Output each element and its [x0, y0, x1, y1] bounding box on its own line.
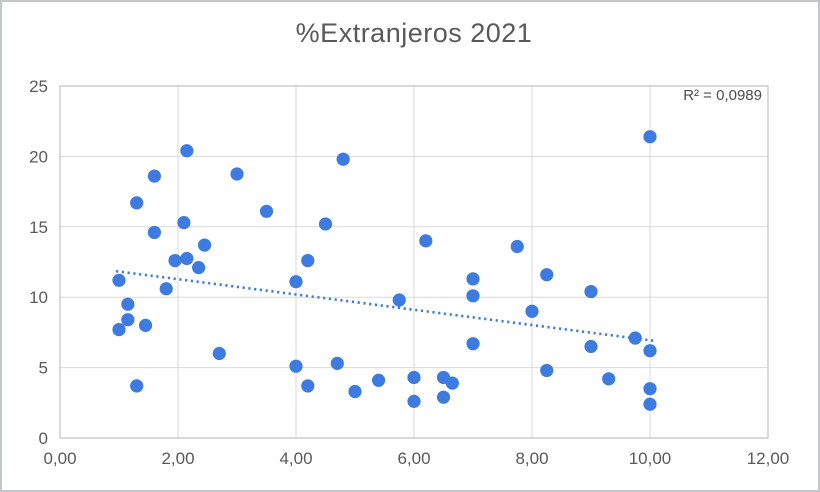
data-point: [212, 346, 226, 361]
y-axis-tick-label: 0: [39, 429, 48, 448]
data-point: [197, 238, 212, 252]
data-point: [407, 370, 421, 385]
data-point: [466, 272, 480, 286]
data-point: [466, 289, 480, 303]
data-point: [348, 384, 362, 399]
x-axis-tick-label: 4,00: [279, 449, 312, 468]
data-point: [147, 225, 161, 240]
data-point: [525, 304, 539, 318]
data-point: [466, 337, 480, 351]
data-point: [602, 372, 616, 386]
data-point: [230, 167, 244, 181]
data-point: [301, 253, 315, 268]
data-point: [121, 297, 135, 311]
data-point: [301, 379, 315, 393]
data-point: [138, 318, 153, 332]
y-axis-tick-label: 25: [29, 77, 48, 96]
data-point: [407, 394, 421, 408]
x-axis-tick-label: 10,00: [629, 449, 672, 468]
y-axis-tick-label: 15: [29, 218, 48, 237]
x-axis-tick-label: 8,00: [515, 449, 548, 468]
y-axis-tick-label: 20: [29, 147, 48, 166]
chart-title: %Extranjeros 2021: [295, 18, 533, 48]
data-point: [336, 152, 350, 166]
y-axis-tick-label: 5: [39, 359, 48, 378]
data-point: [177, 215, 191, 230]
data-point: [159, 282, 173, 296]
data-point: [259, 204, 274, 218]
data-point: [510, 239, 524, 254]
data-point: [643, 397, 657, 411]
data-point: [392, 293, 406, 307]
data-point: [121, 313, 135, 327]
data-point: [289, 359, 303, 373]
data-point: [372, 373, 386, 387]
data-point: [112, 322, 126, 337]
data-point: [180, 144, 194, 158]
x-axis-tick-label: 0,00: [43, 449, 76, 468]
data-point: [130, 379, 144, 393]
y-axis-tick-label: 10: [29, 288, 48, 307]
data-point: [584, 284, 598, 299]
data-point: [643, 344, 657, 358]
data-point: [540, 363, 554, 378]
trendline: [115, 269, 655, 343]
plot-border: [59, 85, 769, 439]
r-squared-label: R² = 0,0989: [683, 87, 762, 104]
data-point: [436, 390, 451, 404]
data-point: [289, 275, 303, 289]
x-axis-tick-label: 2,00: [161, 449, 194, 468]
data-point: [445, 376, 459, 390]
data-point: [628, 331, 642, 345]
data-point: [584, 339, 598, 354]
data-point: [130, 196, 144, 210]
data-point: [419, 234, 433, 248]
x-axis-tick-label: 12,00: [747, 449, 790, 468]
x-axis-tick-label: 6,00: [397, 449, 430, 468]
data-point: [112, 273, 126, 287]
data-point: [318, 217, 333, 231]
data-point: [643, 130, 657, 144]
data-point: [147, 169, 161, 183]
data-point: [540, 268, 554, 282]
data-point: [643, 382, 657, 396]
data-point: [180, 251, 194, 266]
data-point: [192, 261, 206, 275]
data-point: [168, 253, 182, 268]
data-point: [330, 356, 344, 370]
